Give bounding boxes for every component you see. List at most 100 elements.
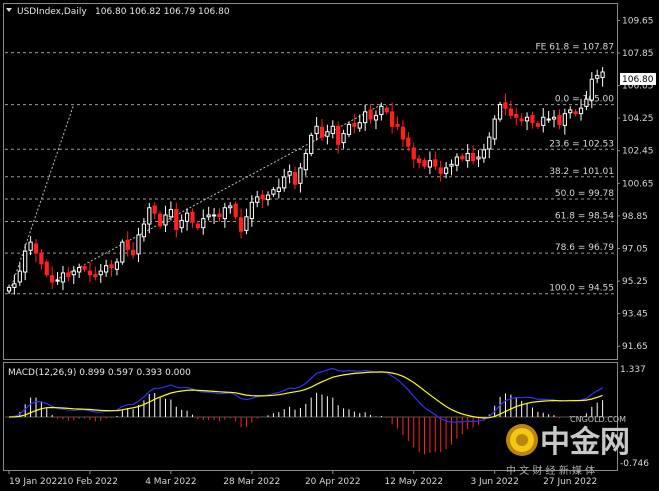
candle-body — [557, 114, 562, 125]
candle-body — [497, 104, 503, 120]
candle-body — [222, 207, 227, 220]
candle-body — [476, 156, 481, 160]
macd-y-tick-label: 1.337 — [620, 365, 646, 375]
candle-body — [551, 116, 557, 120]
macd-title: MACD(12,26,9) 0.899 0.597 0.393 0.000 — [8, 368, 191, 378]
fib-level-label: 78.6 = 96.79 — [555, 243, 614, 253]
candle-body — [39, 252, 44, 265]
y-tick-label: 100.65 — [622, 179, 654, 189]
candle-body — [206, 214, 211, 218]
last-price-tag — [620, 73, 656, 85]
macd-indicator: 1.337 -0.746 — [5, 365, 649, 469]
candle-body — [298, 167, 303, 184]
candle-body — [341, 133, 346, 144]
candle-body — [238, 217, 244, 232]
candle-body — [514, 114, 519, 118]
candle-body — [535, 123, 540, 127]
candle-body — [71, 270, 76, 276]
candle-body — [179, 219, 184, 229]
candle-body — [114, 261, 120, 270]
price-axis: 109.65 107.85 106.05 104.25 102.45 100.65 98.8… — [617, 16, 654, 352]
fib-anchor-line — [8, 104, 75, 294]
candle-body — [82, 266, 87, 270]
y-tick-label: 106.05 — [622, 82, 654, 92]
candle-body — [368, 109, 373, 120]
fib-level-label: FE 61.8 = 107.87 — [535, 43, 614, 53]
fib-level-label: 38.2 = 101.01 — [549, 167, 614, 177]
candle-body — [60, 272, 66, 283]
main-plot-frame — [3, 3, 618, 360]
candle-body — [573, 111, 578, 115]
x-tick-label: 3 Jun 2022 — [470, 477, 518, 487]
fib-level-label: 23.6 = 102.53 — [549, 139, 614, 149]
candle-body — [595, 75, 600, 79]
candle-body — [427, 160, 433, 168]
x-tick-label: 28 Mar 2022 — [223, 477, 280, 487]
candle-body — [470, 152, 476, 162]
y-tick-label: 107.85 — [622, 49, 654, 59]
y-tick-label: 98.85 — [622, 212, 648, 222]
candle-body — [417, 158, 422, 163]
candle-body — [395, 123, 400, 127]
candle-body — [562, 113, 567, 126]
candle-body — [141, 223, 147, 238]
candle-body — [336, 125, 341, 145]
candle-body — [152, 205, 157, 214]
x-tick-label: 10 Feb 2022 — [62, 477, 118, 487]
candle-body — [578, 107, 584, 115]
y-tick-label: 93.45 — [622, 310, 648, 320]
candle-body — [157, 213, 163, 227]
candle-body — [195, 223, 200, 229]
candle-body — [363, 111, 368, 124]
x-tick-label: 19 Jan 2022 — [9, 477, 63, 487]
candle-body — [130, 249, 136, 256]
candle-body — [147, 207, 152, 225]
candle-body — [422, 160, 427, 167]
candle-body — [460, 155, 465, 160]
candle-body — [492, 118, 497, 140]
candle-body — [546, 118, 551, 121]
symbol-label: USDIndex,Daily — [17, 7, 87, 17]
candle-body — [265, 194, 271, 201]
candle-body — [168, 209, 174, 218]
fib-level-label: 100.0 = 94.55 — [549, 284, 614, 294]
triangle-down-icon[interactable] — [6, 8, 12, 12]
candle-body — [136, 234, 141, 255]
candle-body — [454, 156, 460, 166]
candle-body — [303, 152, 308, 171]
fib-level-label: 50.0 = 99.78 — [555, 189, 614, 199]
candle-body — [390, 111, 395, 127]
candle-body — [314, 125, 319, 135]
ohlc-label: 106.80 106.82 106.79 106.80 — [95, 7, 230, 17]
candle-body — [449, 163, 454, 167]
candle-body — [438, 167, 443, 174]
y-tick-label: 102.45 — [622, 147, 654, 157]
candle-body — [163, 214, 168, 226]
candle-body — [352, 123, 357, 127]
candle-body — [12, 283, 17, 288]
macd-y-tick-label: -0.746 — [620, 459, 649, 469]
candle-body — [465, 152, 470, 162]
candle-body — [23, 250, 28, 273]
candle-body — [233, 203, 238, 218]
candle-body — [589, 78, 594, 101]
candle-body — [87, 270, 93, 276]
candle-body — [17, 270, 22, 283]
candle-body — [276, 187, 281, 192]
candle-body — [33, 243, 39, 254]
candle-body — [211, 214, 217, 217]
candle-body — [77, 266, 82, 273]
fib-level-label: 61.8 = 98.54 — [555, 212, 614, 222]
macd-signal-line — [8, 371, 603, 419]
candle-body — [346, 123, 352, 135]
x-tick-label: 4 Mar 2022 — [145, 477, 196, 487]
candle-body — [93, 274, 98, 278]
candle-body — [373, 114, 379, 121]
candle-body — [66, 272, 71, 278]
candle-body — [400, 126, 406, 140]
candle-body — [411, 147, 416, 160]
watermark-slogan: 中 文 财 经 新 媒 体 — [506, 464, 595, 477]
watermark-brand: 中金网 — [540, 425, 630, 460]
